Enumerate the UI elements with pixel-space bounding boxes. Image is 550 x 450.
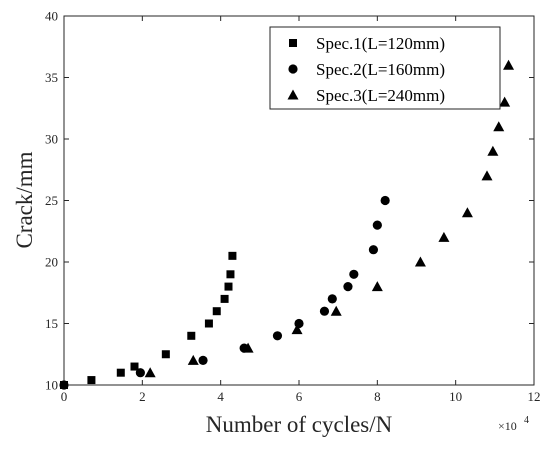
legend-marker-circle bbox=[288, 64, 298, 74]
data-point-circle bbox=[368, 245, 379, 255]
y-axis-label: Crack/mm bbox=[12, 151, 37, 248]
data-point-circle bbox=[272, 331, 283, 341]
data-point-square bbox=[116, 368, 125, 377]
y-tick-label: 25 bbox=[45, 193, 58, 208]
data-point-triangle bbox=[461, 207, 473, 218]
data-point-circle bbox=[327, 294, 337, 304]
data-point-circle bbox=[59, 380, 69, 390]
legend-label-spec2: Spec.2(L=160mm) bbox=[316, 60, 445, 79]
x-tick-label: 8 bbox=[374, 389, 381, 404]
data-point-triangle bbox=[144, 367, 156, 378]
data-point-triangle bbox=[371, 281, 383, 292]
y-tick-label: 40 bbox=[45, 9, 58, 24]
legend: Spec.1(L=120mm) Spec.2(L=160mm) Spec.3(L… bbox=[269, 26, 501, 110]
data-point-circle bbox=[135, 368, 145, 378]
x-axis-exponent: ×10 4 bbox=[498, 415, 529, 433]
data-point-circle bbox=[319, 306, 330, 316]
data-point-square bbox=[204, 319, 213, 328]
data-point-circle bbox=[380, 195, 390, 206]
data-point-triangle bbox=[503, 59, 515, 70]
data-point-square bbox=[130, 362, 139, 371]
legend-marker-square bbox=[289, 39, 297, 47]
x-tick-label: 12 bbox=[528, 389, 541, 404]
y-tick-label: 30 bbox=[45, 132, 58, 147]
y-tick-label: 35 bbox=[45, 70, 58, 85]
data-point-circle bbox=[349, 269, 359, 279]
x-axis-label: Number of cycles/N bbox=[206, 412, 393, 437]
tick-labels: 0 2 4 6 8 10 12 10 15 20 25 30 35 40 bbox=[45, 9, 541, 405]
data-point-triangle bbox=[438, 231, 450, 242]
data-point-square bbox=[87, 376, 96, 385]
x-exponent-power: 4 bbox=[524, 415, 529, 426]
series-2 bbox=[59, 195, 390, 390]
data-point-square bbox=[228, 251, 237, 260]
data-point-triangle bbox=[414, 256, 426, 267]
data-point-square bbox=[220, 294, 229, 303]
legend-box bbox=[269, 26, 501, 110]
y-tick-label: 20 bbox=[45, 255, 58, 270]
data-markers bbox=[59, 59, 515, 390]
data-point-triangle bbox=[487, 145, 499, 156]
y-tick-label: 10 bbox=[45, 378, 58, 393]
data-point-triangle bbox=[481, 170, 493, 181]
data-point-circle bbox=[198, 355, 208, 365]
data-point-square bbox=[161, 350, 170, 359]
data-point-triangle bbox=[187, 354, 199, 365]
x-tick-label: 10 bbox=[449, 389, 462, 404]
data-point-square bbox=[226, 270, 235, 279]
data-point-circle bbox=[343, 282, 353, 292]
legend-marker-triangle bbox=[287, 89, 299, 100]
series-3 bbox=[144, 59, 515, 378]
x-tick-label: 4 bbox=[217, 389, 224, 404]
data-point-triangle bbox=[330, 305, 342, 316]
data-point-circle bbox=[372, 220, 382, 230]
x-tick-label: 0 bbox=[61, 389, 68, 404]
y-tick-label: 15 bbox=[45, 316, 58, 331]
x-tick-label: 6 bbox=[296, 389, 303, 404]
data-point-triangle bbox=[499, 96, 511, 107]
data-point-triangle bbox=[242, 342, 254, 353]
x-tick-label: 2 bbox=[139, 389, 146, 404]
data-point-triangle bbox=[493, 121, 505, 132]
data-point-square bbox=[224, 282, 233, 291]
data-point-square bbox=[212, 307, 221, 316]
data-point-triangle bbox=[291, 324, 303, 335]
legend-label-spec1: Spec.1(L=120mm) bbox=[316, 34, 445, 53]
x-exponent-base: ×10 bbox=[498, 419, 517, 433]
legend-label-spec3: Spec.3(L=240mm) bbox=[316, 86, 445, 105]
data-point-square bbox=[187, 331, 196, 340]
